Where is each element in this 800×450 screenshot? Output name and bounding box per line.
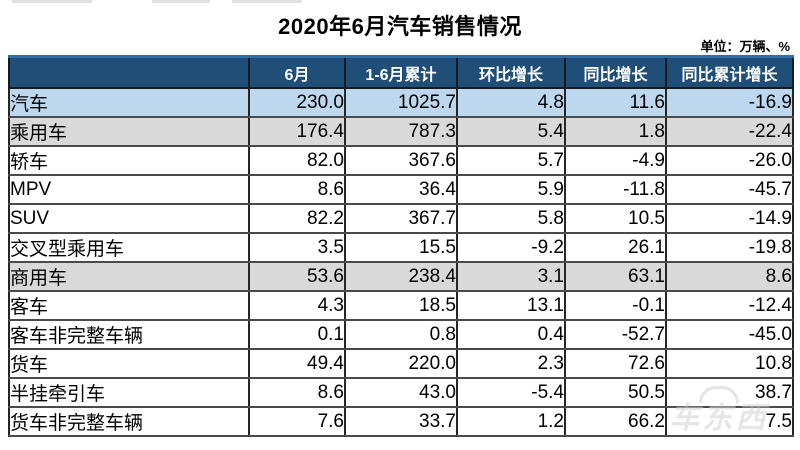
cell-value: 4.3: [248, 290, 346, 321]
page-title: 2020年6月汽车销售情况: [278, 14, 522, 39]
cell-value: 1.2: [456, 406, 566, 437]
cell-value: 82.0: [248, 145, 346, 176]
cell-value: 53.6: [248, 261, 346, 292]
table-row: SUV 82.2 367.7 5.8 10.5 -14.9: [8, 203, 794, 234]
row-label: MPV: [8, 174, 250, 205]
col-header-yoy-cum-growth: 同比累计增长: [665, 55, 794, 89]
table-row: 乘用车 176.4 787.3 5.4 1.8 -22.4: [8, 116, 794, 147]
cell-value: 238.4: [344, 261, 458, 292]
cell-value: -19.8: [665, 232, 794, 263]
cell-value: -14.9: [665, 203, 794, 234]
cropped-text-artifact: [232, 0, 302, 3]
table-row: 货车非完整车辆 7.6 33.7 1.2 66.2 7.5: [8, 406, 794, 437]
cell-value: -26.0: [665, 145, 794, 176]
sales-table: 6月 1-6月累计 环比增长 同比增长 同比累计增长 汽车 230.0 1025.7…: [8, 55, 794, 437]
table-row: 交叉型乘用车 3.5 15.5 -9.2 26.1 -19.8: [8, 232, 794, 263]
col-header-yoy-growth: 同比增长: [564, 55, 667, 89]
cell-value: 5.7: [456, 145, 566, 176]
col-header-category: [8, 55, 250, 89]
cell-value: 3.1: [456, 261, 566, 292]
cell-value: 18.5: [344, 290, 458, 321]
row-label: SUV: [8, 203, 250, 234]
row-label: 货车: [8, 348, 250, 379]
cell-value: 15.5: [344, 232, 458, 263]
cell-value: -9.2: [456, 232, 566, 263]
row-label: 乘用车: [8, 116, 250, 147]
cell-value: 38.7: [665, 377, 794, 408]
cell-value: 0.8: [344, 319, 458, 350]
cell-value: 367.6: [344, 145, 458, 176]
row-label: 货车非完整车辆: [8, 406, 250, 437]
cell-value: -0.1: [564, 290, 667, 321]
cell-value: 82.2: [248, 203, 346, 234]
cell-value: 33.7: [344, 406, 458, 437]
cell-value: 8.6: [248, 377, 346, 408]
cell-value: 2.3: [456, 348, 566, 379]
cell-value: 0.1: [248, 319, 346, 350]
col-header-cumulative: 1-6月累计: [344, 55, 458, 89]
table-header-row: 6月 1-6月累计 环比增长 同比增长 同比累计增长: [8, 55, 794, 89]
cell-value: 230.0: [248, 87, 346, 118]
cell-value: 220.0: [344, 348, 458, 379]
cell-value: 11.6: [564, 87, 667, 118]
row-label: 半挂牵引车: [8, 377, 250, 408]
row-label: 汽车: [8, 87, 250, 118]
table-row: MPV 8.6 36.4 5.9 -11.8 -45.7: [8, 174, 794, 205]
cell-value: 176.4: [248, 116, 346, 147]
table-row: 客车非完整车辆 0.1 0.8 0.4 -52.7 -45.0: [8, 319, 794, 350]
table-row: 商用车 53.6 238.4 3.1 63.1 8.6: [8, 261, 794, 292]
row-label: 商用车: [8, 261, 250, 292]
col-header-mom-growth: 环比增长: [456, 55, 566, 89]
cell-value: 5.9: [456, 174, 566, 205]
cell-value: 367.7: [344, 203, 458, 234]
cell-value: 8.6: [665, 261, 794, 292]
cell-value: 36.4: [344, 174, 458, 205]
cell-value: 8.6: [248, 174, 346, 205]
cell-value: 0.4: [456, 319, 566, 350]
table-row: 汽车 230.0 1025.7 4.8 11.6 -16.9: [8, 87, 794, 118]
cell-value: 10.8: [665, 348, 794, 379]
col-header-june: 6月: [248, 55, 346, 89]
cell-value: 26.1: [564, 232, 667, 263]
cell-value: -11.8: [564, 174, 667, 205]
cell-value: -45.7: [665, 174, 794, 205]
cell-value: 7.5: [665, 406, 794, 437]
cell-value: -16.9: [665, 87, 794, 118]
cell-value: 66.2: [564, 406, 667, 437]
row-label: 客车非完整车辆: [8, 319, 250, 350]
cell-value: 49.4: [248, 348, 346, 379]
cell-value: 50.5: [564, 377, 667, 408]
cell-value: 1.8: [564, 116, 667, 147]
table-row: 半挂牵引车 8.6 43.0 -5.4 50.5 38.7: [8, 377, 794, 408]
cell-value: 63.1: [564, 261, 667, 292]
row-label: 客车: [8, 290, 250, 321]
cell-value: 5.4: [456, 116, 566, 147]
cell-value: 1025.7: [344, 87, 458, 118]
cell-value: 72.6: [564, 348, 667, 379]
cell-value: 13.1: [456, 290, 566, 321]
row-label: 轿车: [8, 145, 250, 176]
cell-value: 3.5: [248, 232, 346, 263]
cell-value: 43.0: [344, 377, 458, 408]
cell-value: 4.8: [456, 87, 566, 118]
table-row: 货车 49.4 220.0 2.3 72.6 10.8: [8, 348, 794, 379]
cell-value: -45.0: [665, 319, 794, 350]
cell-value: 7.6: [248, 406, 346, 437]
cell-value: 787.3: [344, 116, 458, 147]
cell-value: 10.5: [564, 203, 667, 234]
cell-value: -12.4: [665, 290, 794, 321]
table-row: 客车 4.3 18.5 13.1 -0.1 -12.4: [8, 290, 794, 321]
row-label: 交叉型乘用车: [8, 232, 250, 263]
cropped-text-artifact: [152, 0, 210, 3]
cell-value: -4.9: [564, 145, 667, 176]
unit-label: 单位：万辆、%: [700, 39, 790, 54]
cell-value: -5.4: [456, 377, 566, 408]
cell-value: -52.7: [564, 319, 667, 350]
cropped-text-artifact: [12, 0, 92, 3]
cell-value: -22.4: [665, 116, 794, 147]
cell-value: 5.8: [456, 203, 566, 234]
table-row: 轿车 82.0 367.6 5.7 -4.9 -26.0: [8, 145, 794, 176]
